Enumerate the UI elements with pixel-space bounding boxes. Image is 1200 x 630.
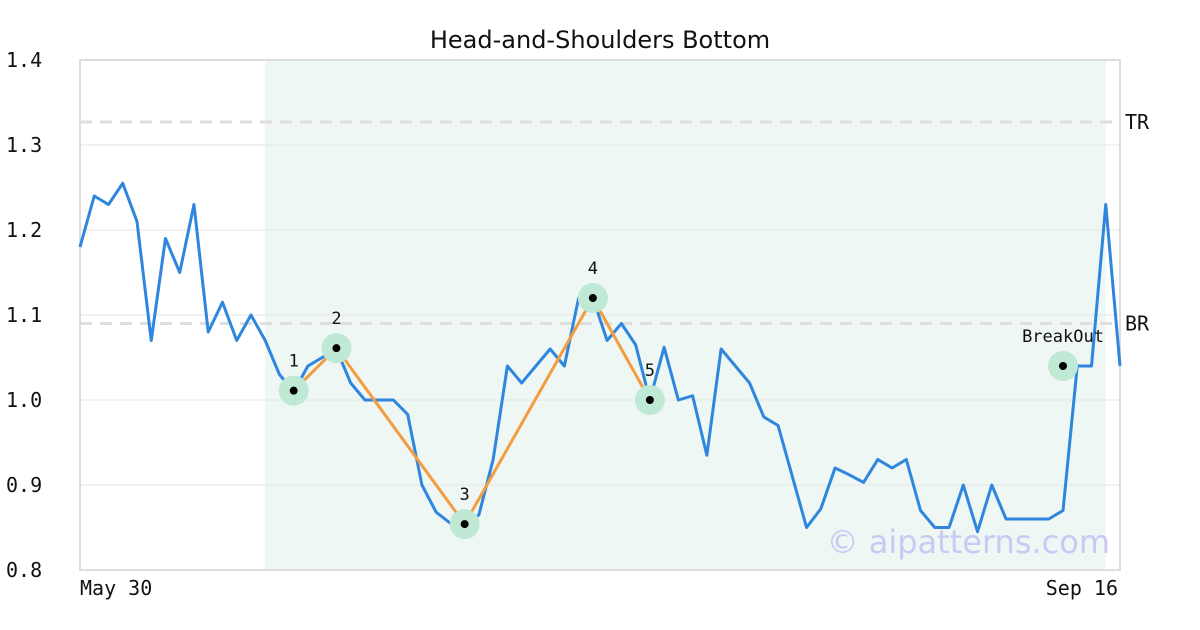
pattern-point-4-label: 4	[588, 259, 598, 279]
x-axis-ticks: May 30 Sep 16	[80, 576, 1118, 600]
x-tick-label: May 30	[80, 576, 152, 600]
price-line	[78, 181, 1122, 534]
breakout-point-dot	[1059, 362, 1068, 370]
y-tick-label: 1.1	[6, 303, 42, 327]
watermark: © aipatterns.com	[827, 523, 1110, 561]
pattern-point-2-dot	[332, 344, 341, 353]
pattern-point-3-dot	[460, 520, 469, 529]
y-tick-label: 1.0	[6, 388, 42, 412]
x-tick-label: Sep 16	[1046, 576, 1118, 600]
pattern-point-1-label: 1	[289, 352, 299, 372]
y-tick-label: 1.4	[6, 48, 42, 72]
pattern-point-5-label: 5	[645, 361, 655, 381]
y-tick-label: 1.3	[6, 133, 42, 157]
y-tick-label: 1.2	[6, 218, 42, 242]
pattern-point-5-dot	[645, 396, 654, 404]
y-tick-label: 0.8	[6, 558, 42, 582]
plot-frame	[79, 59, 1121, 571]
pattern-markers: 1 2 3 4 5 BreakOut	[278, 259, 1104, 540]
pattern-point-2-label: 2	[331, 309, 341, 329]
y-tick-label: 0.9	[6, 473, 42, 497]
pattern-point-4-dot	[588, 294, 597, 302]
breakout-point-label: BreakOut	[1022, 327, 1104, 347]
y-axis-ticks: 1.4 1.3 1.2 1.1 1.0 0.9 0.8	[6, 48, 42, 582]
pattern-point-3-label: 3	[460, 485, 470, 505]
pattern-point-1-dot	[289, 386, 298, 395]
chart-title: Head-and-Shoulders Bottom	[430, 26, 770, 54]
level-label-br: BR	[1125, 312, 1150, 336]
level-label-tr: TR	[1125, 110, 1150, 134]
